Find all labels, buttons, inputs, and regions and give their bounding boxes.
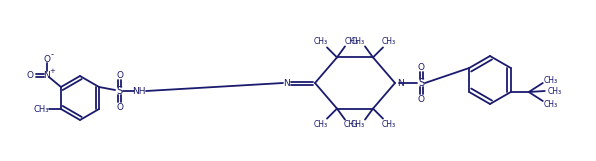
Text: CH₃: CH₃: [314, 37, 328, 46]
Text: -: -: [51, 51, 54, 60]
Text: CH₃: CH₃: [548, 86, 562, 95]
Text: CH₃: CH₃: [382, 37, 396, 46]
Text: CH₃: CH₃: [314, 120, 328, 129]
Text: CH₃: CH₃: [345, 37, 359, 46]
Text: +: +: [49, 68, 55, 74]
Text: O: O: [418, 95, 425, 104]
Text: CH₃: CH₃: [544, 99, 558, 109]
Text: CH₃: CH₃: [544, 76, 558, 85]
Text: O: O: [44, 55, 51, 63]
Text: S: S: [418, 78, 424, 88]
Text: N: N: [284, 79, 290, 87]
Text: CH₃: CH₃: [344, 120, 358, 129]
Text: O: O: [116, 103, 123, 112]
Text: CH₃: CH₃: [33, 104, 49, 114]
Text: N: N: [396, 79, 403, 87]
Text: O: O: [418, 62, 425, 71]
Text: CH₃: CH₃: [351, 120, 365, 129]
Text: N: N: [44, 71, 50, 80]
Text: O: O: [26, 71, 33, 80]
Text: O: O: [116, 71, 123, 80]
Text: CH₃: CH₃: [351, 37, 365, 46]
Text: NH: NH: [132, 86, 146, 95]
Text: CH₃: CH₃: [382, 120, 396, 129]
Text: S: S: [116, 86, 122, 96]
